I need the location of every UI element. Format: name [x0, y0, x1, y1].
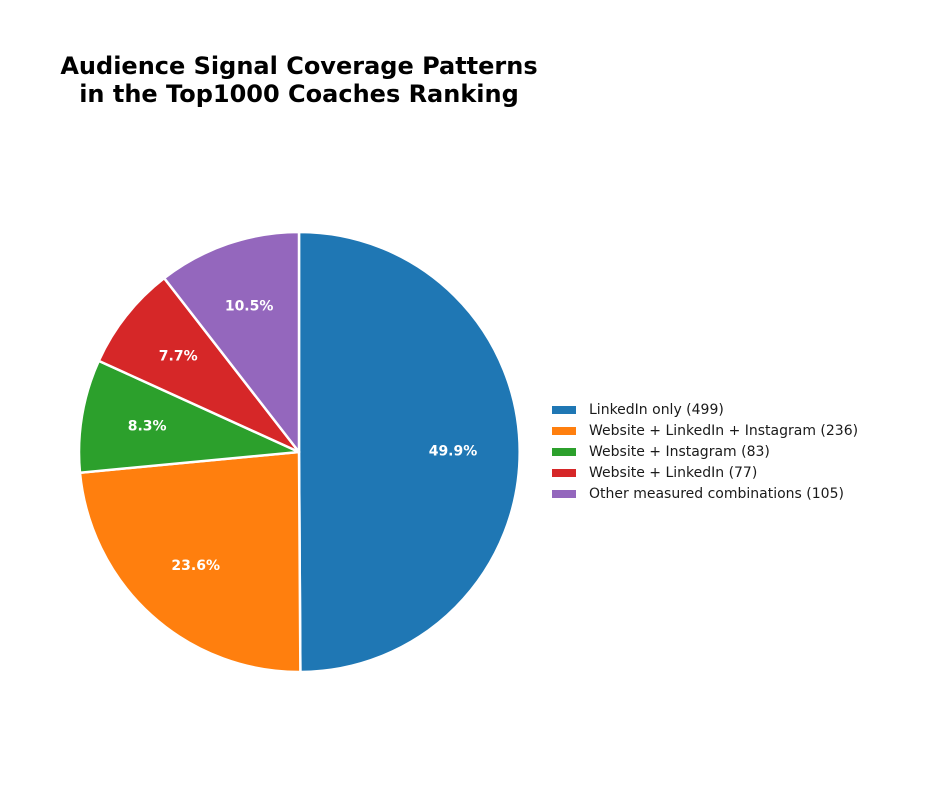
legend-label: LinkedIn only (499)	[589, 402, 724, 418]
legend-item: Website + Instagram (83)	[552, 444, 770, 460]
legend-label: Website + Instagram (83)	[589, 444, 770, 460]
chart-title-line: in the Top1000 Coaches Ranking	[79, 80, 519, 108]
legend-swatch	[552, 427, 576, 435]
legend: LinkedIn only (499) Website + LinkedIn + …	[552, 402, 858, 502]
pie-slice	[162, 230, 301, 454]
pie-slice-percent-label: 10.5%	[225, 298, 274, 314]
pie-slices	[77, 230, 521, 674]
legend-label: Website + LinkedIn (77)	[589, 465, 757, 481]
legend-swatch	[552, 406, 576, 414]
pie-slice-percent-label: 8.3%	[128, 418, 167, 434]
chart-title: Audience Signal Coverage Patterns in the …	[60, 52, 537, 108]
pie-slice-percent-label: 7.7%	[159, 348, 198, 364]
legend-label: Website + LinkedIn + Instagram (236)	[589, 423, 858, 439]
pie-slice	[97, 276, 301, 454]
legend-swatch	[552, 448, 576, 456]
legend-item: Website + LinkedIn (77)	[552, 465, 757, 481]
pie-slice	[77, 359, 301, 474]
pie-slice-percent-label: 49.9%	[429, 444, 478, 460]
legend-label: Other measured combinations (105)	[589, 486, 844, 502]
pie-slice	[297, 230, 521, 674]
legend-item: LinkedIn only (499)	[552, 402, 724, 418]
chart-title-line: Audience Signal Coverage Patterns	[60, 52, 537, 80]
legend-swatch	[552, 469, 576, 477]
legend-item: Other measured combinations (105)	[552, 486, 844, 502]
pie-slice-labels: 49.9% 23.6% 8.3% 7.7% 10.5%	[128, 298, 478, 574]
legend-swatch	[552, 490, 576, 498]
legend-item: Website + LinkedIn + Instagram (236)	[552, 423, 858, 439]
pie-slice-percent-label: 23.6%	[171, 558, 220, 574]
pie-slice	[78, 450, 302, 674]
